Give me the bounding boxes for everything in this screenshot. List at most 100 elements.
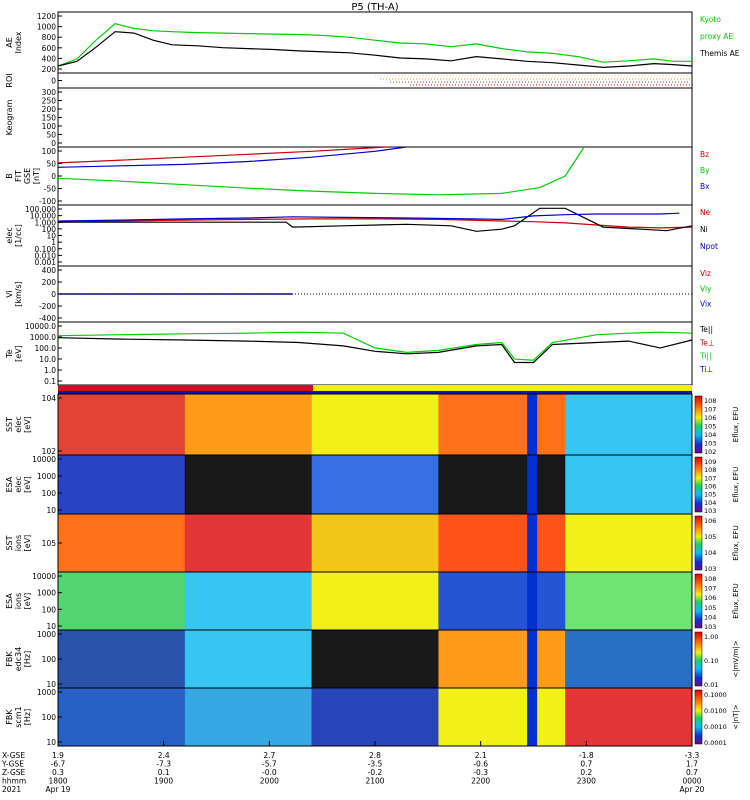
ae-ylabel: Index: [14, 31, 23, 53]
vi-ytick-label: -400: [39, 314, 56, 323]
esa-e-feature-band: [527, 455, 538, 514]
temp-ytick-label: 0.1: [44, 377, 56, 386]
keogram-panel-frame: [57, 87, 693, 148]
sst-e-colorbar-tick: 103: [704, 440, 716, 448]
sst-e-colorbar-tick: 108: [704, 397, 716, 405]
temp-panel-frame: [57, 321, 693, 386]
footer-value: 0.1: [158, 768, 170, 777]
temp-ytick-label: 10000.0: [25, 322, 56, 331]
esa-e-ytick-label: 100: [42, 489, 57, 498]
bfit-ytick-label: -50: [44, 185, 56, 194]
esa-e-spectrogram-block: [311, 455, 439, 514]
fbk-e-spectrogram-block: [58, 630, 186, 688]
dens-series-line: [58, 207, 693, 232]
esa-i-feature-band: [527, 572, 538, 630]
fbk-b-ytick-label: 1000: [37, 688, 56, 697]
ae-ytick-label: 400: [42, 54, 57, 63]
sst-i-feature-band: [527, 514, 538, 572]
fbk-b-colorbar-tick: 0.0001: [704, 739, 727, 747]
fbk-b-spectrogram-block: [565, 688, 693, 746]
roi-panel-frame: [57, 72, 693, 89]
esa-e-colorbar-tick: 103: [704, 507, 716, 515]
footer-value: 0.2: [580, 768, 592, 777]
esa-i-colorbar-tick: 107: [704, 585, 716, 593]
footer-value: 1.7: [686, 760, 698, 769]
fbk-b-ylabel: scm1: [14, 706, 23, 727]
bfit-legend-item: Bz: [700, 150, 709, 159]
footer-value: -0.3: [473, 768, 488, 777]
dens-ytick-label: 1,000: [35, 218, 57, 227]
ae-legend-item: proxy AE: [700, 32, 733, 41]
fbk-e-feature-band: [527, 630, 538, 688]
sst-e-colorbar-tick: 104: [704, 431, 716, 439]
sst-i-spectrogram-block: [438, 514, 566, 572]
keogram-ytick-label: 100: [42, 122, 57, 131]
footer-value: -6.7: [51, 760, 66, 769]
temp-legend-item: Ti||: [699, 352, 712, 361]
sst-e-ylabel: SST: [5, 417, 14, 432]
dens-ytick-label: 0.001: [35, 258, 57, 267]
esa-i-spectrogram-block: [438, 572, 566, 630]
dens-ytick-label: 10,000: [30, 212, 56, 221]
dens-ytick-label: 10: [46, 232, 56, 241]
fbk-b-ylabel: [Hz]: [23, 709, 32, 725]
keogram-ylabel: Keogram: [5, 99, 14, 135]
esa-e-colorbar-tick: 107: [704, 474, 716, 482]
vi-ytick-label: 400: [42, 266, 57, 275]
sst-i-spectrogram-block: [58, 514, 186, 572]
sst-i-ylabel: SST: [5, 535, 14, 550]
sst-e-colorbar-label: Eflux, EFU: [732, 407, 740, 442]
esa-i-ytick-label: 10000: [32, 572, 56, 581]
footer-value: -3.3: [685, 751, 700, 760]
esa-e-colorbar-tick: 109: [704, 458, 716, 466]
footer-value: 1800: [48, 777, 67, 786]
fbk-b-spectrogram-block: [438, 688, 566, 746]
bfit-ylabel: FIT: [14, 170, 23, 182]
sst-i-ytick-label: 105: [42, 539, 57, 548]
dens-legend-item: Ne: [700, 208, 711, 217]
fbk-e-ylabel: edc34: [14, 647, 23, 672]
sst-e-colorbar-tick: 106: [704, 414, 716, 422]
esa-e-ytick-label: 1000: [37, 472, 56, 481]
keogram-ytick-label: 250: [42, 97, 57, 106]
footer-value: -0.0: [262, 768, 277, 777]
fbk-e-spectrogram-block: [311, 630, 439, 688]
esa-e-spectrogram-block: [438, 455, 566, 514]
footer-value: -0.6: [473, 760, 488, 769]
bfit-ylabel: B: [5, 173, 14, 179]
fbk-b-ytick-label: 100: [42, 713, 57, 722]
fbk-b-colorbar-label: <|nT|>: [732, 704, 740, 729]
footer-row-label: 2021: [2, 785, 21, 794]
footer-value: 2.7: [263, 751, 275, 760]
mode-bar-red: [58, 385, 313, 391]
esa-i-spectrogram-block: [311, 572, 439, 630]
sst-i-ylabel: ions: [14, 535, 23, 551]
footer-row-label: Z-GSE: [2, 768, 26, 777]
esa-e-spectrogram-block: [58, 455, 186, 514]
temp-ytick-label: 100.0: [35, 344, 57, 353]
esa-i-ytick-label: 10: [46, 622, 56, 631]
fbk-e-colorbar-tick: 0.10: [704, 657, 718, 665]
ae-legend-item: Kyoto: [700, 15, 721, 24]
bfit-series-line: [57, 146, 388, 164]
sst-e-ytick-label: 102: [42, 447, 57, 456]
fbk-e-spectrogram-block: [438, 630, 566, 688]
keogram-ytick-label: 150: [42, 114, 57, 123]
footer-value: -5.7: [262, 760, 277, 769]
esa-i-colorbar-tick: 104: [704, 613, 716, 621]
sst-e-colorbar: [694, 395, 703, 454]
bfit-series-line: [57, 146, 407, 168]
fbk-e-ylabel: FBK: [5, 651, 14, 667]
dens-series-line: [57, 212, 680, 222]
esa-i-colorbar-tick: 105: [704, 604, 716, 612]
sst-i-colorbar: [694, 515, 703, 571]
sst-e-colorbar-tick: 102: [704, 448, 716, 456]
fbk-e-colorbar-tick: 0.01: [704, 681, 718, 689]
sst-i-spectrogram-block: [311, 514, 439, 572]
fbk-e-spectrogram-block: [184, 630, 313, 688]
vi-ylabel: [km/s]: [14, 281, 23, 307]
sst-e-spectrogram-block: [438, 394, 566, 455]
fbk-e-ytick-label: 10: [46, 680, 56, 689]
vi-legend-item: Viy: [700, 284, 712, 293]
